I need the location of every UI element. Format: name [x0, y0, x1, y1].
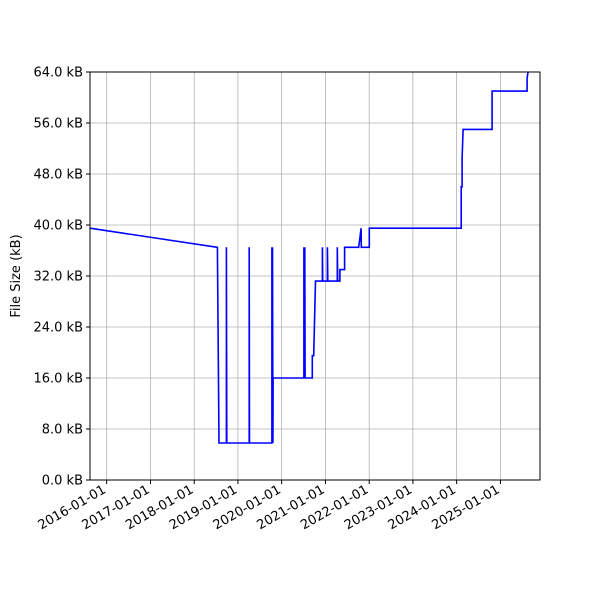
y-tick-label: 32.0 kB [33, 270, 83, 285]
y-tick-label: 0.0 kB [42, 474, 83, 489]
x-axis: 2016-01-012017-01-012018-01-012019-01-01… [36, 480, 502, 533]
y-tick-label: 16.0 kB [33, 372, 83, 387]
y-axis: 0.0 kB 8.0 kB 16.0 kB 24.0 kB 32.0 kB 40.0 kB… [33, 66, 90, 489]
y-tick-label: 48.0 kB [33, 168, 83, 183]
y-tick-label: 24.0 kB [33, 321, 83, 336]
file-size-line [89, 71, 529, 444]
y-tick-label: 64.0 kB [33, 66, 83, 81]
grid [90, 71, 540, 481]
y-tick-label: 56.0 kB [33, 117, 83, 132]
plot-frame [89, 71, 541, 481]
y-tick-label: 8.0 kB [42, 423, 83, 438]
y-axis-label: File Size (kB) [9, 234, 24, 317]
y-tick-label: 40.0 kB [33, 219, 83, 234]
